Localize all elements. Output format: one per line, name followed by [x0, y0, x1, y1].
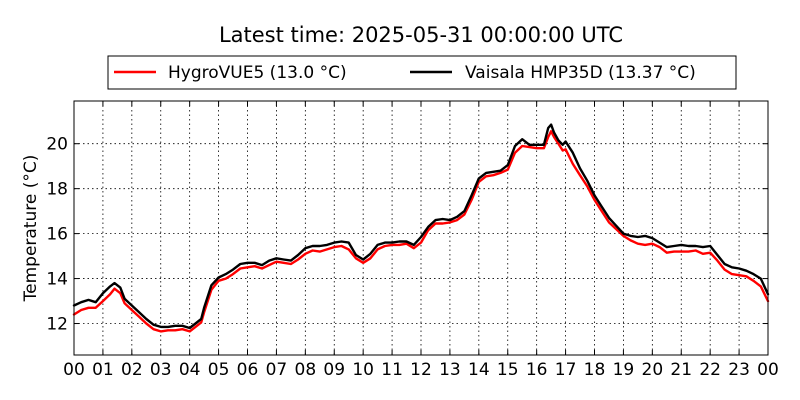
x-tick-label: 12 — [410, 360, 432, 380]
x-tick-label: 01 — [92, 360, 114, 380]
y-tick-label: 16 — [46, 225, 68, 245]
legend: HygroVUE5 (13.0 °C) Vaisala HMP35D (13.3… — [107, 55, 737, 90]
x-tick-label: 00 — [757, 360, 779, 380]
grid — [74, 101, 768, 355]
y-tick-label: 18 — [46, 180, 68, 200]
legend-label-hygrovue5: HygroVUE5 (13.0 °C) — [168, 63, 347, 83]
y-tick-label: 20 — [46, 135, 68, 155]
series-line-hygrovue5 — [72, 130, 770, 333]
y-tick-label: 12 — [46, 315, 68, 335]
legend-label-vaisala: Vaisala HMP35D (13.37 °C) — [465, 63, 696, 83]
y-axis-label: Temperature (°C) — [21, 155, 41, 303]
x-tick-label: 23 — [728, 360, 750, 380]
y-tick-label: 14 — [46, 270, 68, 290]
x-axis: 00 01 02 03 04 05 06 07 08 09 10 11 12 13 14 15 16 17 18 19… — [63, 101, 779, 380]
x-tick-label: 16 — [526, 360, 548, 380]
x-tick-label: 15 — [497, 360, 519, 380]
x-tick-label: 11 — [381, 360, 403, 380]
x-tick-label: 03 — [150, 360, 172, 380]
chart-title: Latest time: 2025-05-31 00:00:00 UTC — [219, 23, 623, 47]
x-tick-label: 21 — [670, 360, 692, 380]
x-tick-label: 04 — [179, 360, 201, 380]
series-line-vaisala — [72, 123, 770, 330]
x-tick-label: 17 — [555, 360, 577, 380]
x-tick-label: 08 — [295, 360, 317, 380]
x-tick-label: 06 — [237, 360, 259, 380]
y-axis: 12 14 16 18 20 — [46, 135, 768, 335]
x-tick-label: 10 — [352, 360, 374, 380]
x-tick-label: 13 — [439, 360, 461, 380]
x-tick-label: 00 — [63, 360, 85, 380]
x-tick-label: 19 — [613, 360, 635, 380]
x-tick-label: 09 — [323, 360, 345, 380]
x-tick-label: 02 — [121, 360, 143, 380]
x-tick-label: 07 — [266, 360, 288, 380]
x-tick-label: 14 — [468, 360, 490, 380]
x-tick-label: 20 — [642, 360, 664, 380]
series-layer — [72, 123, 770, 333]
x-tick-label: 22 — [699, 360, 721, 380]
x-tick-label: 05 — [208, 360, 230, 380]
x-tick-label: 18 — [584, 360, 606, 380]
